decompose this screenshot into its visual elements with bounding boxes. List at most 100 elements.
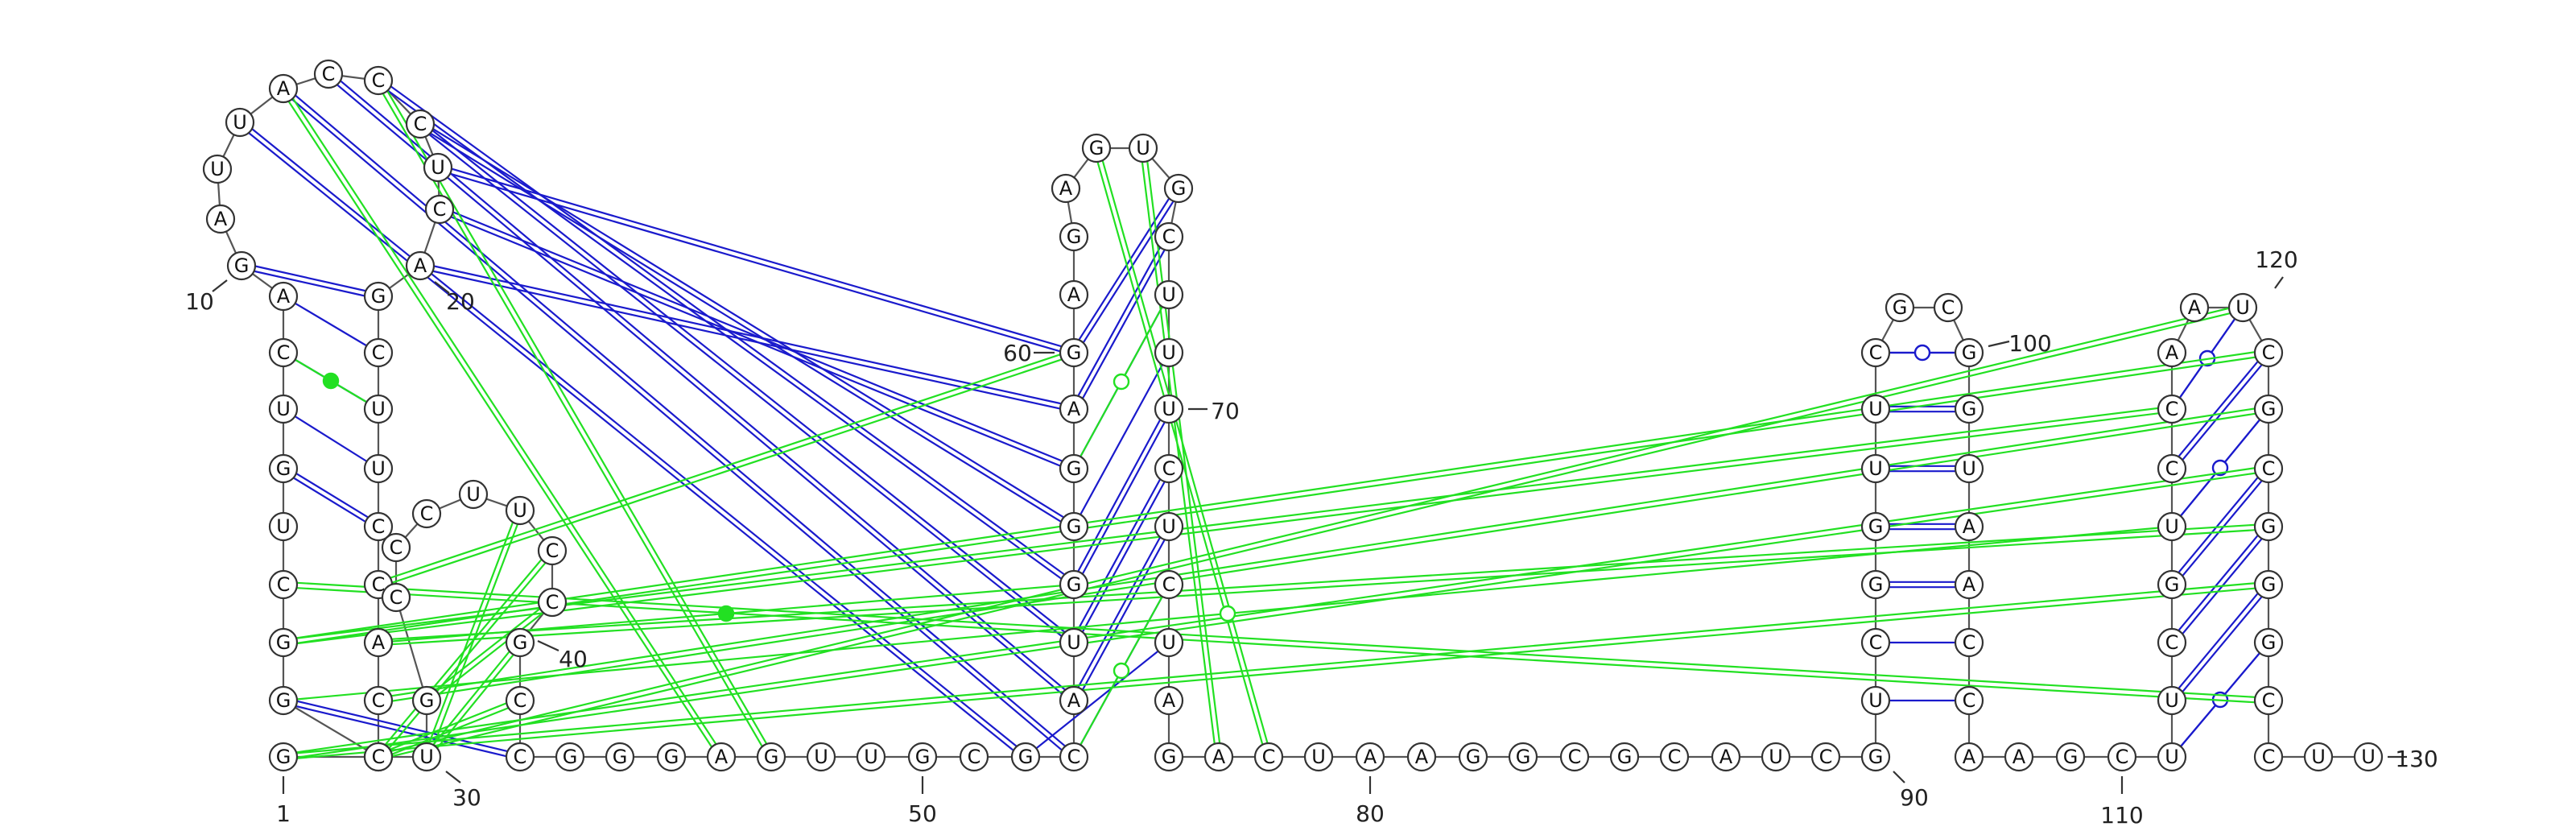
base-pair-29-115 [283,525,2173,702]
nucleotide-45: G [656,742,687,772]
nucleotide-letter: A [1067,283,1081,306]
base-pair-13-60 [436,163,1075,357]
nucleotide-letter: C [372,573,386,596]
nucleotide-17: A [268,73,299,104]
nucleotide-letter: U [1769,746,1783,768]
nucleotide-110: C [2107,742,2137,772]
nucleotide-14: C [405,109,436,139]
nucleotide-104: A [1954,569,1984,600]
nucleotide-letter: C [1819,746,1833,768]
nucleotide-letter: G [1067,457,1082,480]
nucleotide-49: U [856,742,886,772]
base-pair-17-46 [280,86,724,759]
base-pair-15-47 [375,78,774,759]
nucleotide-124: G [2253,511,2284,542]
nucleotide-letter: A [1963,515,1976,538]
nucleotide-11: A [405,250,436,281]
nucleotide-107: A [1954,742,1984,772]
nucleotide-88: U [1761,742,1791,772]
nucleotide-70: U [1154,394,1184,424]
nucleotide-22: A [268,281,299,312]
nucleotide-letter: G [1617,746,1633,768]
nucleotide-letter: G [2261,631,2277,654]
nucleotide-letter: C [277,573,291,596]
nucleotide-103: A [1954,511,1984,542]
base-pair-9-22 [283,296,379,353]
nucleotide-letter: C [1262,746,1276,768]
nucleotide-letter: C [1162,573,1176,596]
nucleotide-94: G [1860,511,1891,542]
nucleotide-80: A [1355,742,1385,772]
nucleotide-46: A [706,742,737,772]
nucleotide-113: C [2157,627,2187,658]
nucleotide-87: A [1711,742,1741,772]
nucleotide-126: G [2253,627,2284,658]
nucleotide-43: G [555,742,585,772]
nucleotide-letter: G [1466,746,1481,768]
nucleotide-letter: G [613,746,628,768]
nucleotide-letter: A [1212,746,1226,768]
nucleotide-15: C [363,65,394,96]
nucleotide-letter: G [419,689,435,712]
position-label-130: 130 [2395,746,2438,772]
nucleotide-letter: C [2262,689,2276,712]
nucleotide-115: U [2157,511,2187,542]
nucleotide-98: G [1885,292,1915,323]
nucleotide-119: A [2179,292,2210,323]
nucleotide-47: G [756,742,786,772]
base-pair-17-53 [281,85,1076,760]
base-pair-64-78 [1092,147,1273,759]
nucleotide-16: C [313,59,344,89]
nucleotide-105: C [1954,627,1984,658]
nucleotide-30: C [363,742,394,772]
nucleotide-78: C [1253,742,1284,772]
nucleotide-121: C [2253,337,2284,368]
nucleotide-74: U [1154,627,1184,658]
nucleotide-letter: C [1067,746,1081,768]
nucleotide-99: C [1933,292,1963,323]
nucleotide-letter: U [431,156,445,179]
nucleotide-117: C [2157,394,2187,424]
nucleotide-letter: G [2261,573,2277,596]
nucleotide-73: C [1154,569,1184,600]
nucleotide-77: A [1203,742,1234,772]
nucleotide-letter: A [1719,746,1733,768]
nucleotide-letter: C [390,536,403,559]
nucleotide-letter: A [2188,296,2202,319]
nucleotide-48: U [806,742,836,772]
nucleotide-letter: A [372,631,386,654]
nucleotide-9: C [363,337,394,368]
base-pair-15-56 [376,77,1076,588]
nucleotide-42: C [505,742,535,772]
nucleotide-56: G [1059,569,1089,600]
pair-symbol [1913,344,1931,362]
position-tick [1893,771,1905,783]
nucleotide-64: G [1081,133,1112,163]
base-pair-93-104 [1876,581,1969,589]
base-pair-2-120 [377,304,2244,761]
base-pair-5-60 [377,349,1075,589]
base-pair-54-72 [1071,524,1172,703]
nucleotide-letter: U [2235,296,2250,319]
nucleotide-85: G [1609,742,1640,772]
nucleotide-letter: U [419,746,434,768]
nucleotide-letter: C [1162,457,1176,480]
position-tick [212,279,228,292]
nucleotide-72: U [1154,511,1184,542]
nucleotide-letter: A [1415,746,1429,768]
base-pair-52-74 [1025,642,1170,758]
nucleotide-101: G [1954,394,1984,424]
nucleotide-letter: C [420,502,434,525]
nucleotide-letter: U [1868,457,1883,480]
nucleotide-89: C [1810,742,1841,772]
nucleotide-letter: C [2165,631,2179,654]
nucleotide-53: C [1059,742,1089,772]
base-pair-3-122 [378,405,2269,705]
base-pair-114-123 [2169,466,2272,587]
backbone [216,72,2368,759]
position-label-20: 20 [446,288,475,315]
nucleotide-54: A [1059,685,1089,716]
position-label-100: 100 [2008,330,2051,357]
position-label-10: 10 [185,288,214,315]
nucleotide-letter: U [233,111,247,134]
